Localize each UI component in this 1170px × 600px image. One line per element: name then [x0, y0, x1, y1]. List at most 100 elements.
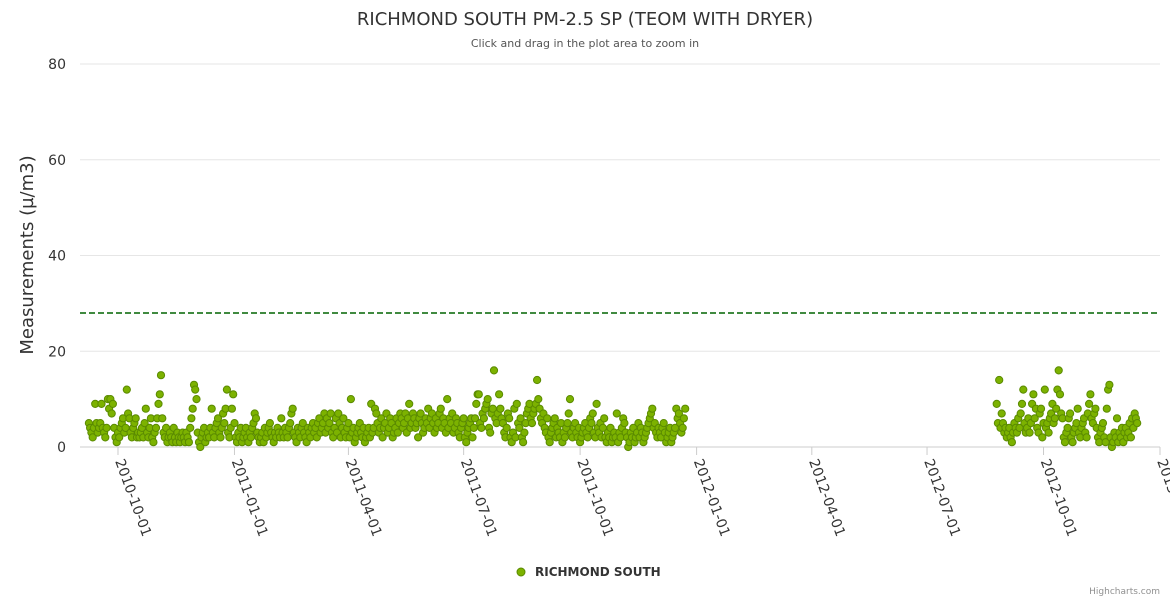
- data-point[interactable]: [600, 414, 609, 423]
- data-point[interactable]: [196, 442, 205, 452]
- data-point[interactable]: [414, 433, 423, 442]
- data-point[interactable]: [107, 409, 116, 418]
- data-point[interactable]: [1068, 438, 1077, 447]
- data-point[interactable]: [1054, 366, 1063, 375]
- data-point[interactable]: [325, 419, 334, 428]
- data-point[interactable]: [533, 375, 542, 385]
- data-point[interactable]: [88, 433, 97, 442]
- data-point[interactable]: [512, 399, 521, 408]
- data-point[interactable]: [229, 390, 238, 399]
- data-point[interactable]: [372, 409, 381, 418]
- data-point[interactable]: [534, 395, 543, 404]
- data-point[interactable]: [131, 414, 140, 423]
- data-point[interactable]: [416, 409, 425, 418]
- data-point[interactable]: [681, 404, 690, 413]
- data-point[interactable]: [1098, 419, 1108, 428]
- data-point[interactable]: [520, 428, 529, 437]
- data-point[interactable]: [216, 433, 225, 442]
- data-point[interactable]: [483, 395, 492, 404]
- data-point[interactable]: [222, 385, 231, 394]
- data-point[interactable]: [1025, 428, 1034, 437]
- data-point[interactable]: [97, 399, 106, 408]
- data-point[interactable]: [298, 419, 307, 428]
- data-point[interactable]: [186, 423, 195, 432]
- data-point[interactable]: [519, 438, 528, 447]
- data-point[interactable]: [184, 438, 193, 447]
- data-point[interactable]: [516, 414, 525, 423]
- data-point[interactable]: [151, 423, 161, 432]
- data-point[interactable]: [583, 433, 592, 442]
- data-point[interactable]: [283, 433, 292, 442]
- data-point[interactable]: [1029, 390, 1038, 399]
- data-point[interactable]: [227, 404, 236, 413]
- data-point[interactable]: [251, 414, 261, 423]
- data-point[interactable]: [1063, 423, 1072, 432]
- data-point[interactable]: [286, 419, 295, 428]
- data-point[interactable]: [1052, 404, 1061, 413]
- data-point[interactable]: [141, 404, 150, 413]
- data-point[interactable]: [679, 414, 689, 423]
- data-point[interactable]: [277, 414, 286, 423]
- legend-item-label[interactable]: RICHMOND SOUTH: [535, 565, 661, 579]
- data-point[interactable]: [459, 414, 468, 423]
- data-point[interactable]: [1040, 385, 1049, 394]
- data-point[interactable]: [102, 423, 111, 432]
- data-point[interactable]: [192, 395, 201, 404]
- data-point[interactable]: [992, 399, 1001, 408]
- data-point[interactable]: [213, 414, 223, 423]
- data-point[interactable]: [678, 423, 687, 432]
- data-point[interactable]: [1085, 399, 1094, 408]
- data-point[interactable]: [1126, 433, 1136, 442]
- data-point[interactable]: [674, 409, 684, 418]
- data-point[interactable]: [502, 423, 511, 432]
- data-point[interactable]: [545, 438, 554, 447]
- data-point[interactable]: [565, 395, 575, 404]
- data-point[interactable]: [1036, 404, 1046, 413]
- data-points[interactable]: [84, 366, 1142, 452]
- data-point[interactable]: [1007, 438, 1017, 447]
- data-point[interactable]: [108, 399, 118, 408]
- data-point[interactable]: [140, 419, 149, 428]
- data-point[interactable]: [564, 409, 573, 418]
- data-point[interactable]: [188, 404, 197, 413]
- data-point[interactable]: [1055, 390, 1065, 399]
- data-point[interactable]: [659, 419, 668, 428]
- data-point[interactable]: [158, 414, 167, 423]
- data-point[interactable]: [1066, 409, 1075, 418]
- data-point[interactable]: [587, 419, 596, 428]
- data-point[interactable]: [560, 433, 570, 442]
- data-point[interactable]: [344, 419, 353, 428]
- data-point[interactable]: [405, 399, 414, 408]
- data-point[interactable]: [1050, 414, 1060, 423]
- data-point[interactable]: [1030, 414, 1039, 423]
- data-point[interactable]: [101, 433, 110, 442]
- data-point[interactable]: [543, 414, 552, 423]
- data-point[interactable]: [346, 395, 355, 404]
- data-point[interactable]: [1073, 404, 1082, 413]
- data-point[interactable]: [1105, 380, 1114, 389]
- data-point[interactable]: [527, 419, 537, 428]
- data-point[interactable]: [1016, 409, 1025, 418]
- data-point[interactable]: [220, 419, 229, 428]
- data-point[interactable]: [648, 404, 657, 413]
- data-point[interactable]: [207, 404, 216, 413]
- data-point[interactable]: [505, 414, 514, 423]
- data-point[interactable]: [469, 423, 478, 432]
- data-point[interactable]: [462, 438, 471, 447]
- data-point[interactable]: [443, 395, 452, 404]
- data-point[interactable]: [472, 399, 481, 408]
- data-point[interactable]: [1086, 390, 1095, 399]
- data-point[interactable]: [436, 404, 445, 413]
- data-point[interactable]: [1091, 404, 1100, 413]
- data-point[interactable]: [515, 423, 524, 432]
- data-point[interactable]: [187, 414, 196, 423]
- data-point[interactable]: [1017, 399, 1027, 408]
- data-point[interactable]: [1044, 428, 1053, 437]
- data-point[interactable]: [468, 433, 477, 442]
- data-point[interactable]: [489, 366, 499, 375]
- data-point[interactable]: [265, 419, 274, 428]
- data-point[interactable]: [995, 375, 1004, 385]
- data-point[interactable]: [334, 409, 343, 418]
- data-point[interactable]: [156, 371, 166, 380]
